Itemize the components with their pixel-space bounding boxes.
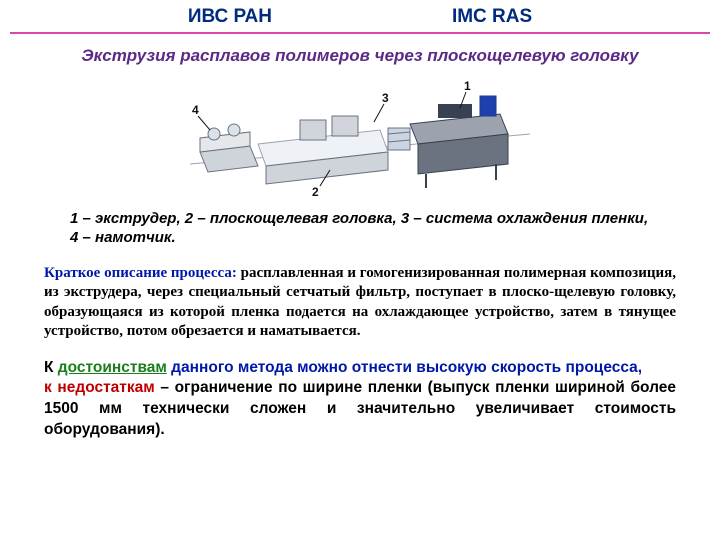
label-4: 4 [192, 103, 199, 117]
pros-prefix: К [44, 359, 58, 376]
header-underline [10, 32, 710, 34]
station-1: 1 [410, 79, 508, 188]
label-2: 2 [312, 185, 319, 199]
label-3: 3 [382, 91, 389, 105]
cons-line: к недостаткам – ограничение по ширине пл… [44, 378, 676, 441]
station-3: 3 2 [258, 91, 389, 199]
page-title: Экструзия расплавов полимеров через плос… [30, 46, 690, 66]
label-1: 1 [464, 79, 471, 93]
process-description: Краткое описание процесса: расплавленная… [44, 264, 676, 342]
station-4: 4 [192, 103, 258, 172]
diagram-caption: 1 – экструдер, 2 – плоскощелевая головка… [70, 210, 650, 248]
pros-keyword: достоинствам [58, 359, 167, 376]
header: ИВС РАН IMC RAS [0, 0, 720, 36]
die-area [388, 128, 410, 150]
pros-rest: данного метода можно отнести высокую ско… [167, 359, 642, 376]
header-text: ИВС РАН IMC RAS [0, 6, 720, 28]
header-right: IMC RAS [452, 6, 532, 28]
header-left: ИВС РАН [188, 6, 272, 28]
pros-line: К достоинствам данного метода можно отне… [44, 358, 676, 379]
extrusion-line-diagram: 4 3 2 1 [180, 74, 540, 204]
cons-prefix: к недостаткам [44, 379, 155, 396]
pros-cons-block: К достоинствам данного метода можно отне… [44, 358, 676, 442]
description-lead: Краткое описание процесса: [44, 265, 237, 281]
